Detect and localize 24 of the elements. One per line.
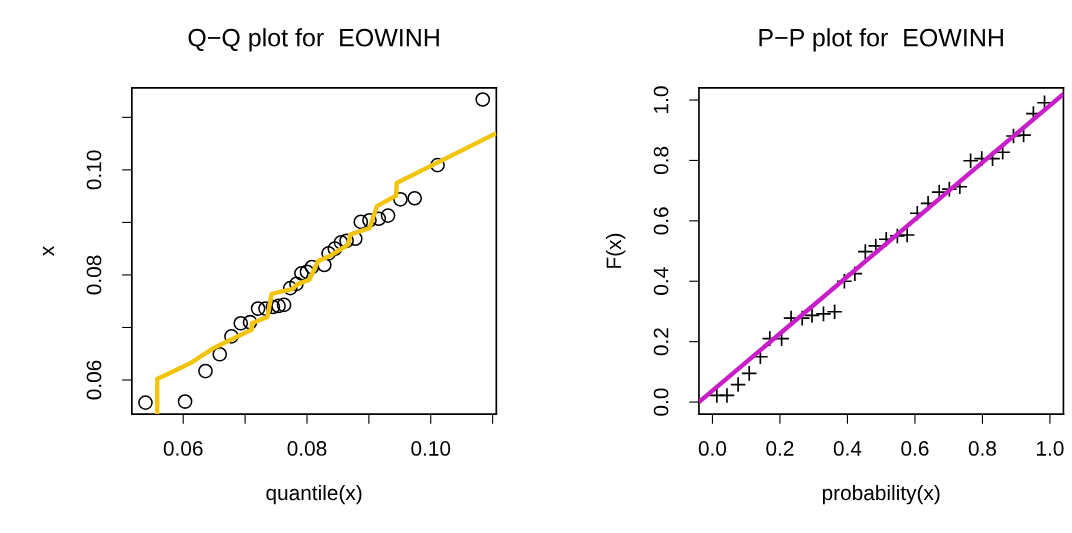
x-tick-label: 1.0 [1037,441,1064,456]
x-axis-title: quantile(x) [266,484,362,505]
y-tick-label: 1.0 [653,86,669,113]
y-tick-label: 0.8 [653,146,669,175]
x-tick-label: 0.0 [698,441,727,456]
x-tick-label: 0.08 [287,441,327,456]
y-tick-label: 0.6 [653,207,669,235]
y-tick-label: 0.4 [653,267,669,295]
x-tick-label: 0.06 [163,441,203,456]
x-axis-title: probability(x) [822,484,940,505]
x-tick-label: 0.10 [411,441,451,456]
x-tick-label: 0.4 [833,441,862,456]
chart-title: Q−Q plot for EOWINH [188,28,439,52]
x-tick-label: 0.6 [901,441,929,456]
y-tick-label: 0.08 [86,255,102,295]
y-tick-label: 0.06 [86,360,102,400]
chart-title: P−P plot for EOWINH [759,28,1003,52]
y-tick-label: 0.10 [86,150,102,190]
x-tick-label: 0.2 [766,441,794,456]
x-tick-label: 0.8 [968,441,996,456]
y-axis-title: F(x) [605,233,626,268]
y-axis-title: x [42,246,54,257]
y-tick-label: 0.0 [653,388,669,416]
y-tick-label: 0.2 [653,328,669,356]
